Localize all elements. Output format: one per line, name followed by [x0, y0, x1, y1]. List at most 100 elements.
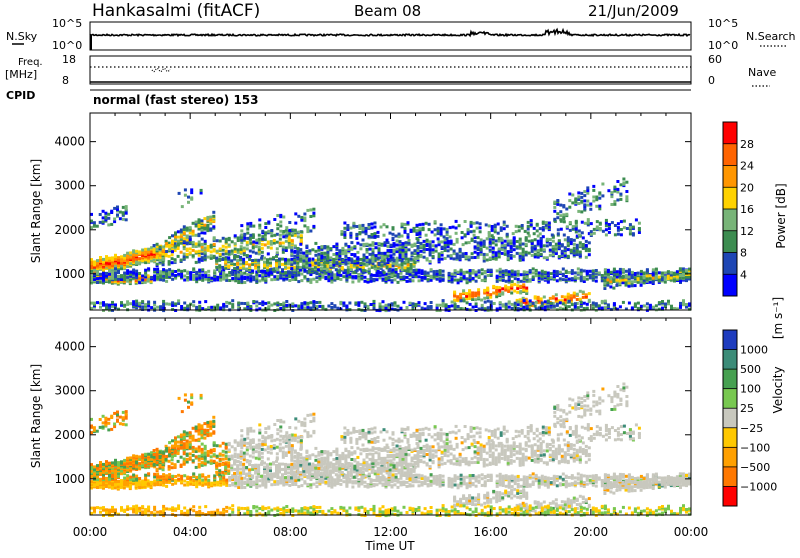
power-cell: [343, 231, 346, 234]
power-cell: [430, 268, 433, 271]
power-cell: [637, 272, 640, 275]
power-cell: [168, 268, 171, 271]
power-cell: [474, 240, 477, 243]
power-cell: [366, 256, 369, 259]
power-cell: [477, 256, 480, 259]
power-cell: [531, 254, 534, 257]
power-cell: [117, 261, 120, 264]
power-cell: [491, 234, 494, 237]
power-cell: [258, 274, 261, 277]
velocity-cell: [129, 467, 132, 470]
power-cell: [477, 296, 480, 299]
power-cell: [598, 191, 601, 194]
power-cell: [559, 271, 562, 274]
power-cell: [446, 233, 449, 236]
power-cell: [186, 235, 189, 238]
power-cell: [619, 279, 622, 282]
power-colorbar-label: Power [dB]: [774, 183, 788, 248]
power-cell: [141, 305, 144, 308]
power-cell: [522, 243, 525, 246]
power-cell: [572, 225, 575, 228]
power-cell: [553, 210, 556, 213]
power-cell: [499, 273, 502, 276]
power-cell: [150, 306, 153, 309]
power-cell: [542, 221, 545, 224]
power-cell: [550, 272, 553, 275]
power-cell: [477, 288, 480, 291]
power-cell: [553, 270, 556, 273]
power-cell: [543, 248, 546, 251]
power-cell: [287, 266, 290, 269]
power-cell: [335, 268, 338, 271]
power-cell: [165, 276, 168, 279]
power-cell: [439, 269, 442, 272]
power-cell: [475, 302, 478, 305]
power-cell: [330, 302, 333, 305]
power-cell: [348, 302, 351, 305]
power-cell: [521, 224, 524, 227]
power-cell: [637, 281, 640, 284]
power-cell: [358, 224, 361, 227]
power-cell: [198, 274, 201, 277]
velocity-cell: [237, 478, 240, 481]
power-cell: [559, 277, 562, 280]
velocity-cell: [195, 476, 198, 479]
power-cell: [453, 243, 456, 246]
power-cell: [580, 275, 583, 278]
power-cell: [481, 307, 484, 310]
power-cell: [276, 251, 279, 254]
power-cell: [579, 298, 582, 301]
power-cell: [474, 292, 477, 295]
power-cell: [339, 278, 342, 281]
power-cell: [508, 306, 511, 309]
velocity-cell: [339, 479, 342, 482]
power-cell: [559, 301, 562, 304]
velocity-cell: [147, 453, 150, 456]
power-cell: [483, 253, 486, 256]
power-cell: [284, 271, 287, 274]
power-cell: [242, 261, 245, 264]
power-cell: [682, 299, 685, 302]
power-cell: [440, 233, 443, 236]
velocity-cell: [141, 464, 144, 467]
power-cell: [510, 257, 513, 260]
power-cell: [429, 260, 432, 263]
velocity-cell: [222, 476, 225, 479]
power-cell: [200, 192, 203, 195]
power-cell: [632, 226, 635, 229]
power-cell: [273, 218, 276, 221]
power-cell: [529, 278, 532, 281]
power-cell: [550, 276, 553, 279]
power-cell: [529, 269, 532, 272]
power-cell: [192, 245, 195, 248]
power-cell: [183, 225, 186, 228]
power-cell: [261, 277, 264, 280]
power-cell: [604, 306, 607, 309]
power-cell: [610, 191, 613, 194]
power-cell: [522, 283, 525, 286]
power-cell: [255, 276, 258, 279]
velocity-cell: [108, 475, 111, 478]
power-cell: [646, 302, 649, 305]
power-cell: [258, 218, 261, 221]
power-cell: [219, 240, 222, 243]
power-cell: [236, 262, 239, 265]
velocity-cell: [162, 480, 165, 483]
velocity-cell: [276, 480, 279, 483]
power-cell: [616, 180, 619, 183]
velocity-cell: [306, 483, 309, 486]
power-cell: [323, 245, 326, 248]
power-cell: [248, 258, 251, 261]
velocity-cell: [300, 478, 303, 481]
power-cell: [189, 241, 192, 244]
power-cell: [456, 298, 459, 301]
power-cell: [309, 307, 312, 310]
power-cell: [396, 244, 399, 247]
power-cell: [570, 238, 573, 241]
power-cell: [317, 268, 320, 271]
power-cell: [615, 279, 618, 282]
velocity-cell: [96, 464, 99, 467]
velocity-cell: [261, 482, 264, 485]
nsky-trace: [90, 30, 690, 51]
power-cell: [613, 302, 616, 305]
